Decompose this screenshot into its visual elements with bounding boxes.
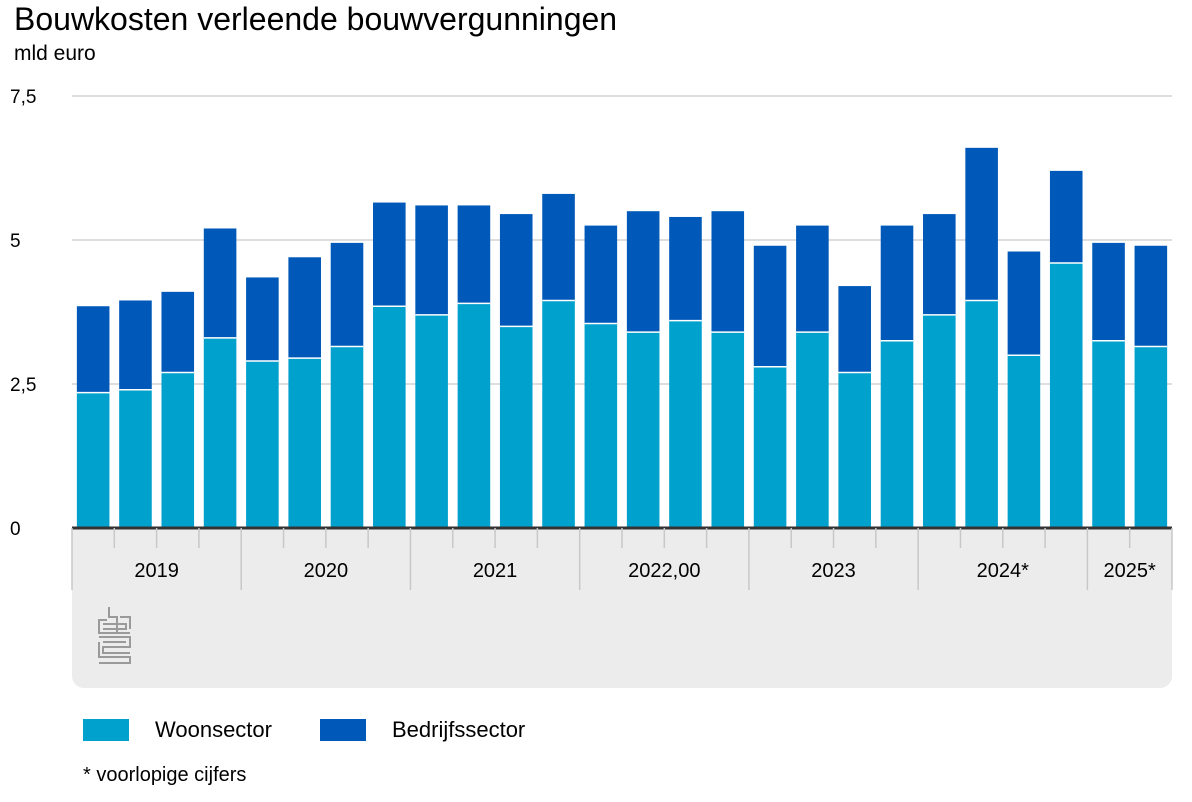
bar-bedrijfssector: [1007, 251, 1041, 356]
bar-bedrijfssector: [288, 257, 321, 359]
y-tick-label: 5: [10, 231, 21, 252]
bar-woonsector: [838, 372, 871, 528]
legend-swatch-bedrijfssector: [319, 719, 366, 741]
bar-woonsector: [119, 389, 152, 528]
bar-woonsector: [415, 314, 448, 528]
bar-bedrijfssector: [161, 291, 195, 373]
cbs-logo-icon: [98, 607, 131, 664]
bar-woonsector: [542, 300, 575, 528]
x-axis-ticks: 2019 2020 2021 2022,00 2023 2024* 2025*: [71, 528, 1173, 590]
y-tick-label: 7,5: [10, 87, 36, 108]
bar-woonsector: [711, 332, 745, 528]
bar-woonsector: [1049, 263, 1083, 528]
bar-woonsector: [330, 346, 364, 528]
bar-woonsector: [203, 337, 237, 528]
bar-woonsector: [796, 332, 829, 528]
bar-bedrijfssector: [330, 242, 364, 347]
bar-bedrijfssector: [584, 225, 618, 324]
bar-bedrijfssector: [626, 211, 660, 333]
bar-woonsector: [288, 358, 321, 528]
footnote: * voorlopige cijfers: [83, 764, 247, 786]
chart-title: Bouwkosten verleende bouwvergunningen: [14, 1, 618, 37]
bar-woonsector: [161, 372, 195, 528]
bar-bedrijfssector: [796, 225, 829, 333]
bar-woonsector: [499, 326, 533, 528]
year-label: 2022,00: [628, 560, 700, 582]
bar-bedrijfssector: [1049, 170, 1083, 264]
bar-woonsector: [373, 306, 406, 528]
bar-bedrijfssector: [711, 211, 745, 333]
bar-woonsector: [246, 360, 279, 528]
bar-bedrijfssector: [1134, 245, 1168, 347]
year-label: 2020: [304, 560, 349, 582]
y-axis-ticks: 0 2,5 5 7,5: [10, 87, 36, 540]
legend-item-bedrijfssector: Bedrijfssector: [319, 717, 526, 743]
bar-woonsector: [1134, 346, 1168, 528]
bar-bedrijfssector: [965, 147, 998, 301]
bar-woonsector: [626, 332, 660, 528]
bar-bedrijfssector: [669, 216, 702, 321]
bar-woonsector: [584, 323, 618, 528]
bar-bedrijfssector: [923, 214, 956, 315]
y-tick-label: 0: [10, 519, 21, 540]
bar-bedrijfssector: [838, 286, 871, 373]
bar-bedrijfssector: [246, 277, 279, 361]
bar-bedrijfssector: [457, 205, 491, 304]
bar-woonsector: [923, 314, 956, 528]
year-label: 2023: [811, 560, 856, 582]
bar-woonsector: [753, 366, 787, 528]
bar-bedrijfssector: [415, 205, 448, 315]
year-label: 2019: [134, 560, 179, 582]
gridlines: [72, 95, 1172, 385]
bar-bedrijfssector: [119, 300, 152, 390]
bar-bedrijfssector: [1092, 242, 1125, 341]
bar-woonsector: [457, 303, 491, 528]
year-label: 2024*: [977, 560, 1029, 582]
bar-woonsector: [1007, 355, 1041, 528]
bar-bedrijfssector: [542, 193, 575, 301]
chart-subtitle: mld euro: [14, 42, 96, 65]
stacked-bar-chart: 0 2,5 5 7,5 2019 2020 2021 2022,00 2023 2024* 202…: [10, 87, 1173, 688]
bar-bedrijfssector: [76, 306, 110, 393]
legend-label-bedrijfssector: Bedrijfssector: [391, 717, 526, 742]
bar-woonsector: [669, 320, 702, 528]
bar-bedrijfssector: [203, 228, 237, 338]
legend-item-woonsector: Woonsector: [83, 717, 272, 743]
bar-bedrijfssector: [373, 202, 406, 307]
bar-woonsector: [880, 340, 914, 528]
bar-bedrijfssector: [753, 245, 787, 367]
legend-swatch-woonsector: [83, 719, 129, 741]
y-tick-label: 2,5: [10, 375, 36, 396]
year-label: 2021: [473, 560, 518, 582]
legend-label-woonsector: Woonsector: [155, 717, 272, 742]
axis-panel: [72, 528, 1172, 688]
bar-bedrijfssector: [880, 225, 914, 341]
bar-woonsector: [76, 392, 110, 528]
legend: Woonsector Bedrijfssector: [83, 714, 573, 746]
bar-woonsector: [1092, 340, 1125, 528]
year-label: 2025*: [1104, 560, 1156, 582]
bars: [76, 147, 1168, 528]
bar-woonsector: [965, 300, 998, 528]
bar-bedrijfssector: [499, 214, 533, 327]
